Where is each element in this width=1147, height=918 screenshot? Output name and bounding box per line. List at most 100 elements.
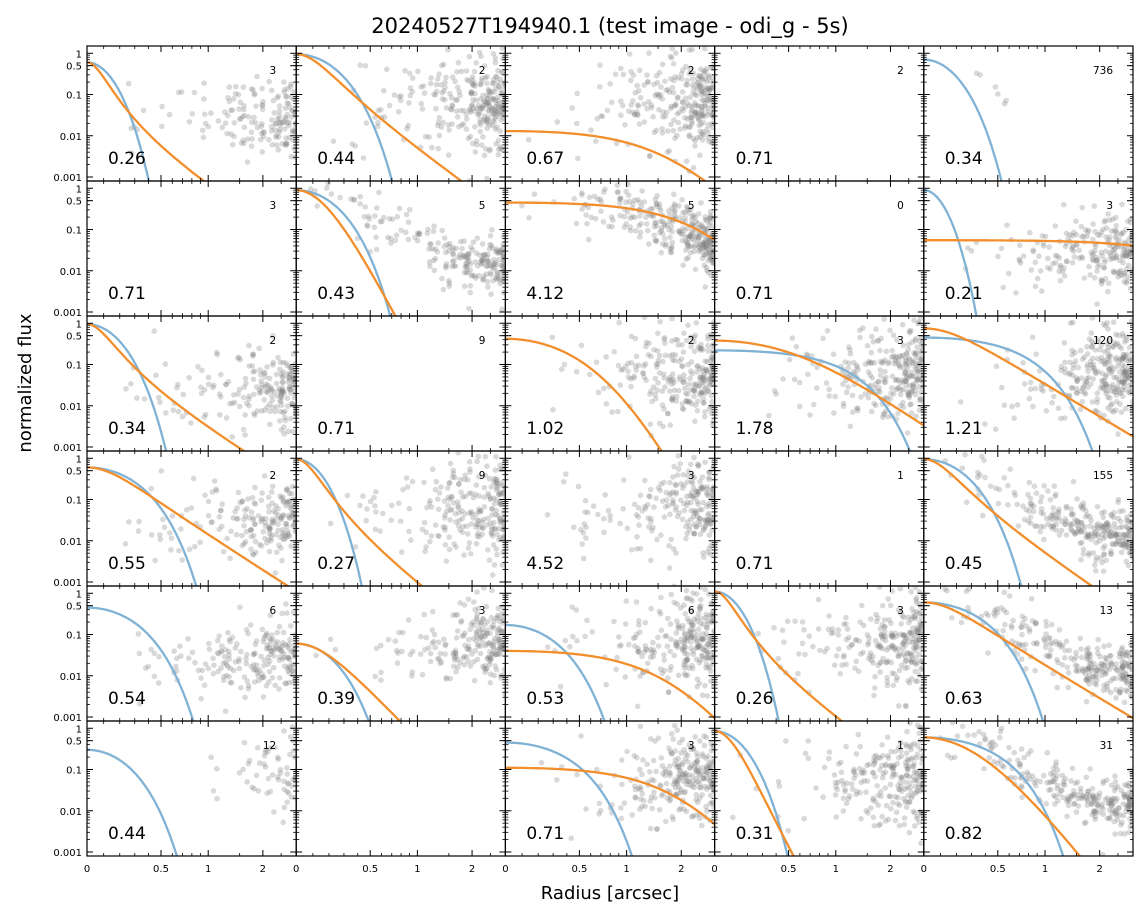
data-point (499, 104, 506, 111)
data-point (484, 95, 491, 102)
data-point (668, 105, 674, 112)
data-point (1078, 223, 1085, 230)
data-point (620, 366, 626, 373)
data-point (666, 148, 672, 154)
data-point (1052, 223, 1059, 229)
data-point (685, 254, 692, 261)
data-point (496, 103, 503, 110)
data-point (1112, 356, 1119, 363)
data-point (266, 375, 273, 382)
data-point (1096, 262, 1103, 268)
data-point (170, 407, 177, 413)
data-point (178, 526, 184, 532)
data-point (672, 212, 678, 219)
data-point (681, 376, 687, 383)
data-point (865, 394, 872, 401)
data-point (280, 119, 286, 125)
data-point (687, 231, 694, 238)
data-point (917, 316, 924, 321)
data-point (1104, 388, 1110, 395)
data-point (501, 254, 506, 261)
data-point (692, 418, 698, 425)
data-point (1070, 248, 1077, 254)
data-point (656, 352, 663, 359)
data-point (267, 421, 273, 428)
data-point (191, 89, 198, 96)
data-point (140, 107, 147, 114)
data-point (429, 466, 436, 473)
data-point (446, 127, 452, 133)
data-point (500, 290, 506, 296)
data-point (281, 126, 288, 132)
data-point (957, 399, 964, 405)
data-point (656, 370, 663, 376)
data-point (842, 359, 848, 365)
data-point (199, 367, 205, 374)
data-point (877, 347, 883, 354)
data-point (381, 87, 387, 94)
data-point (699, 112, 705, 119)
data-point (264, 540, 270, 546)
data-point (175, 89, 182, 96)
data-point (484, 96, 491, 102)
data-point (287, 371, 293, 378)
data-point (904, 430, 911, 436)
data-point (905, 341, 912, 348)
data-point (695, 79, 701, 86)
data-point (701, 91, 708, 97)
data-point (268, 532, 275, 538)
data-point (579, 192, 585, 198)
data-point (689, 119, 695, 125)
data-point (1041, 483, 1047, 489)
data-point (205, 381, 212, 388)
data-point (257, 371, 264, 378)
data-point (703, 366, 710, 373)
data-point (544, 512, 551, 518)
data-point (287, 386, 293, 393)
panel-fwhm-label: 0.71 (108, 284, 146, 304)
data-point (1083, 378, 1089, 385)
data-point (274, 549, 280, 556)
y-tick-label: 0.5 (66, 62, 82, 73)
data-point (699, 108, 705, 114)
data-point (128, 381, 134, 387)
data-point (641, 363, 647, 369)
data-point (435, 145, 442, 152)
panel-count-label: 3 (270, 200, 277, 212)
data-point (360, 155, 367, 161)
moffat-fit-line (505, 201, 715, 241)
data-point (432, 246, 439, 252)
data-point (449, 102, 456, 108)
data-point (467, 466, 473, 472)
data-point (277, 408, 284, 415)
data-point (443, 265, 449, 271)
data-point (668, 224, 674, 230)
data-point (230, 141, 236, 148)
panel-count-label: 1 (897, 470, 904, 482)
data-point (226, 84, 233, 90)
data-point (500, 233, 506, 240)
data-point (621, 213, 628, 220)
y-tick-label: 0.01 (60, 402, 82, 413)
data-point (688, 359, 695, 365)
data-point (709, 224, 715, 230)
data-point (484, 92, 491, 98)
data-point (159, 103, 165, 110)
x-axis-label: Radius [arcsec] (541, 883, 679, 904)
data-point (1107, 217, 1113, 223)
data-point (465, 531, 471, 537)
data-point (468, 551, 474, 557)
data-point (286, 119, 293, 126)
data-point (481, 113, 488, 119)
data-point (652, 220, 658, 226)
data-point (270, 333, 276, 339)
data-point (495, 67, 501, 74)
data-point (279, 141, 286, 147)
data-point (676, 109, 682, 116)
data-point (466, 53, 473, 60)
data-point (896, 384, 902, 391)
data-point (697, 83, 703, 90)
data-point (653, 495, 659, 502)
data-point (649, 398, 655, 405)
data-point (1033, 351, 1039, 358)
